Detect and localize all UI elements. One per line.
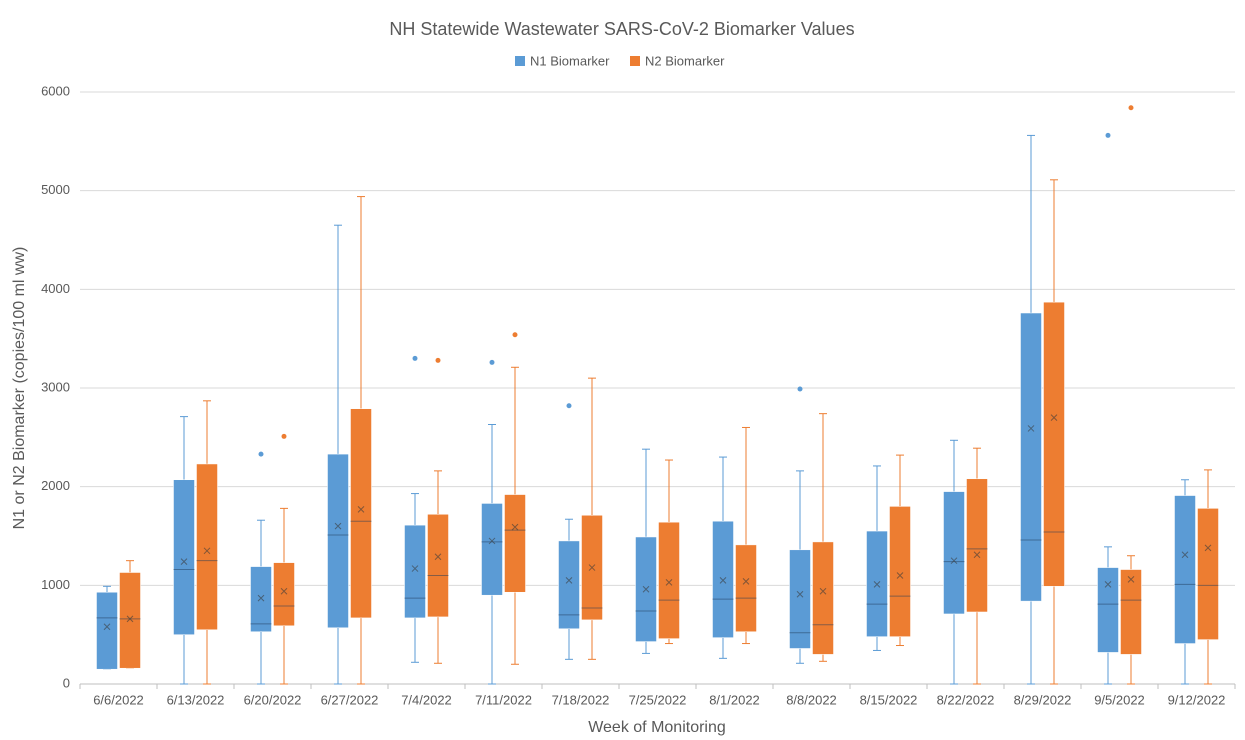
x-tick-label: 9/12/2022 [1168,692,1226,707]
mean-marker [511,523,519,531]
chart-title: NH Statewide Wastewater SARS-CoV-2 Bioma… [389,19,854,39]
mean-marker [1104,580,1112,588]
box [250,566,272,632]
x-axis-title: Week of Monitoring [588,719,726,736]
outlier [512,332,518,338]
outlier [797,386,803,392]
x-tick-label: 8/15/2022 [860,692,918,707]
mean-marker [411,565,419,572]
x-tick-label: 8/29/2022 [1014,692,1072,707]
y-tick-label: 3000 [41,379,70,394]
box [558,540,580,629]
outlier [258,451,264,457]
y-tick-label: 2000 [41,478,70,493]
box [966,478,988,613]
box [1197,508,1219,640]
legend-swatch [630,56,640,66]
box [658,521,680,639]
legend-label: N2 Biomarker [645,53,725,68]
mean-marker [1204,544,1212,552]
box [481,503,503,596]
mean-marker [742,578,750,585]
y-tick-label: 1000 [41,577,70,592]
mean-marker [357,506,365,513]
box [173,479,195,635]
box [327,453,349,629]
mean-marker [103,623,111,631]
box [889,506,911,637]
outlier [489,359,495,365]
box [96,591,118,670]
box [1097,567,1119,653]
box [943,491,965,615]
y-tick-label: 6000 [41,83,70,98]
box [789,549,811,649]
box [812,541,834,655]
mean-marker [950,557,958,565]
x-tick-label: 6/20/2022 [244,692,302,707]
box [1043,301,1065,587]
x-tick-label: 7/4/2022 [401,692,452,707]
mean-marker [819,587,827,595]
x-tick-label: 7/11/2022 [475,692,532,707]
legend-swatch [515,56,525,66]
x-tick-label: 8/1/2022 [709,692,760,707]
box [504,494,526,593]
outlier [566,403,572,409]
box [1020,312,1042,602]
mean-marker [665,579,673,586]
mean-marker [180,558,188,566]
box [1120,569,1142,655]
mean-marker [973,551,981,559]
mean-marker [1181,551,1189,559]
mean-marker [873,580,881,588]
box [1174,495,1196,644]
x-tick-label: 6/6/2022 [93,692,144,707]
outlier [1128,105,1134,111]
mean-marker [126,615,134,623]
box [427,514,449,618]
mean-marker [588,564,596,571]
x-tick-label: 9/5/2022 [1094,692,1145,707]
y-tick-label: 0 [63,675,70,690]
mean-marker [796,590,804,598]
outlier [435,357,441,363]
mean-marker [1027,425,1035,432]
mean-marker [334,522,342,530]
outlier [281,433,287,439]
mean-marker [719,577,727,584]
box [404,524,426,619]
x-tick-label: 7/25/2022 [629,692,687,707]
mean-marker [896,572,904,579]
x-tick-label: 8/22/2022 [937,692,995,707]
box [273,562,295,627]
x-tick-label: 6/13/2022 [167,692,225,707]
mean-marker [257,594,265,602]
mean-marker [488,537,496,545]
x-tick-label: 7/18/2022 [552,692,610,707]
mean-marker [1127,576,1135,583]
outlier [1105,132,1111,138]
y-axis-title: N1 or N2 Biomarker (copies/100 ml ww) [11,247,28,530]
mean-marker [1050,414,1058,421]
box [735,544,757,632]
box [712,520,734,638]
mean-marker [203,547,211,555]
legend-label: N1 Biomarker [530,53,610,68]
box [119,572,141,669]
mean-marker [280,587,288,595]
mean-marker [434,553,442,561]
mean-marker [565,577,573,584]
box [350,408,372,619]
box [196,463,218,630]
y-tick-label: 4000 [41,281,70,296]
y-tick-label: 5000 [41,182,70,197]
x-tick-label: 8/8/2022 [786,692,837,707]
mean-marker [642,585,650,593]
x-tick-label: 6/27/2022 [321,692,379,707]
outlier [412,355,418,361]
